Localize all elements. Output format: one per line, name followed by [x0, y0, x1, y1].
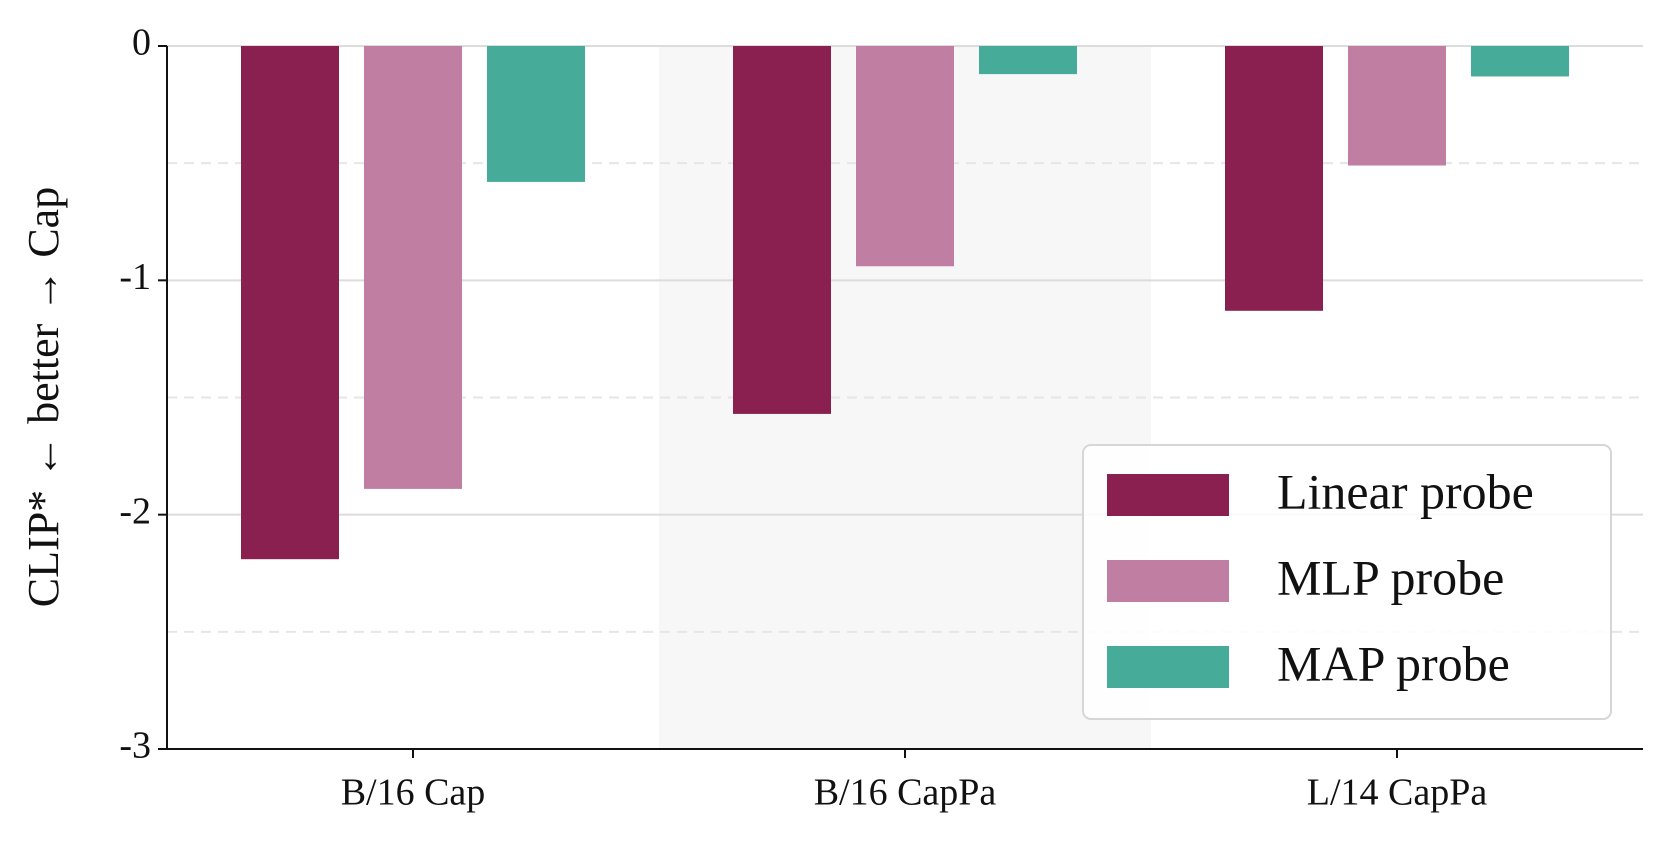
bar — [856, 46, 954, 267]
legend-label: MLP probe — [1277, 549, 1504, 605]
bar — [979, 46, 1077, 75]
legend-swatch — [1107, 474, 1229, 516]
legend-label: Linear probe — [1277, 463, 1534, 519]
bar — [1348, 46, 1446, 166]
bar — [241, 46, 339, 560]
bar — [487, 46, 585, 182]
bar — [1471, 46, 1569, 77]
bar — [364, 46, 462, 489]
x-tick-label: L/14 CapPa — [1307, 772, 1488, 814]
x-tick-label: B/16 CapPa — [814, 772, 997, 814]
bar — [1225, 46, 1323, 311]
x-tick-label: B/16 Cap — [341, 772, 486, 814]
legend-label: MAP probe — [1277, 635, 1510, 691]
y-tick-label: 0 — [132, 22, 151, 64]
y-tick-label: -3 — [119, 725, 151, 767]
bar — [733, 46, 831, 414]
legend-swatch — [1107, 646, 1229, 688]
y-axis-label: CLIP* ← better → Cap — [19, 187, 68, 607]
y-tick-label: -1 — [119, 256, 151, 298]
y-tick-label: -2 — [119, 490, 151, 532]
legend-swatch — [1107, 560, 1229, 602]
